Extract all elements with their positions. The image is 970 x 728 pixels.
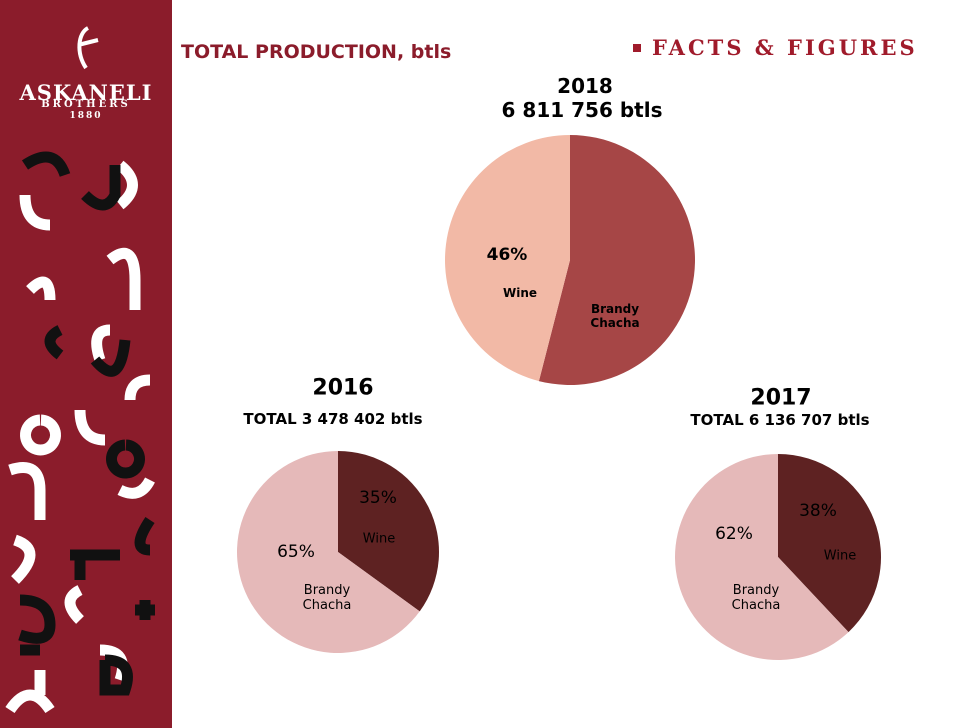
sidebar: ASKANELI BROTHERS 1880 [0, 0, 172, 728]
pie-slice [338, 451, 440, 612]
value-label: 35% [359, 488, 397, 508]
logo-sub: BROTHERS [41, 99, 131, 110]
chart-title: 2016 [312, 375, 374, 401]
category-label: Brandy Chacha [302, 583, 352, 613]
category-label: Wine [362, 531, 396, 547]
pie-slice [538, 135, 695, 385]
logo-year: 1880 [69, 111, 103, 121]
value-label: 65% [277, 542, 315, 562]
chart-title: 2018 [557, 74, 613, 98]
chart-title: 2017 [750, 385, 812, 411]
value-label: 46% [486, 245, 528, 265]
value-label: 38% [799, 501, 837, 521]
sidebar-decor [5, 26, 155, 714]
chart-subtitle: TOTAL 3 478 402 btls [243, 410, 423, 428]
category-label: Wine [502, 286, 538, 300]
category-label: Brandy Chacha [590, 302, 640, 330]
logo-name: ASKANELI [19, 80, 153, 105]
pie-slice [778, 454, 882, 633]
bullet [633, 44, 641, 52]
category-label: Brandy Chacha [731, 583, 781, 613]
section-title: FACTS & FIGURES [652, 35, 918, 60]
value-label: 62% [715, 524, 753, 544]
chart-subtitle: 6 811 756 btls [501, 98, 663, 122]
slide-title: TOTAL PRODUCTION, btls [181, 41, 452, 63]
chart-subtitle: TOTAL 6 136 707 btls [690, 411, 870, 429]
pie-slice [445, 135, 570, 382]
category-label: Wine [823, 548, 857, 564]
pie-slice [236, 451, 420, 653]
pie-slice [675, 454, 849, 660]
